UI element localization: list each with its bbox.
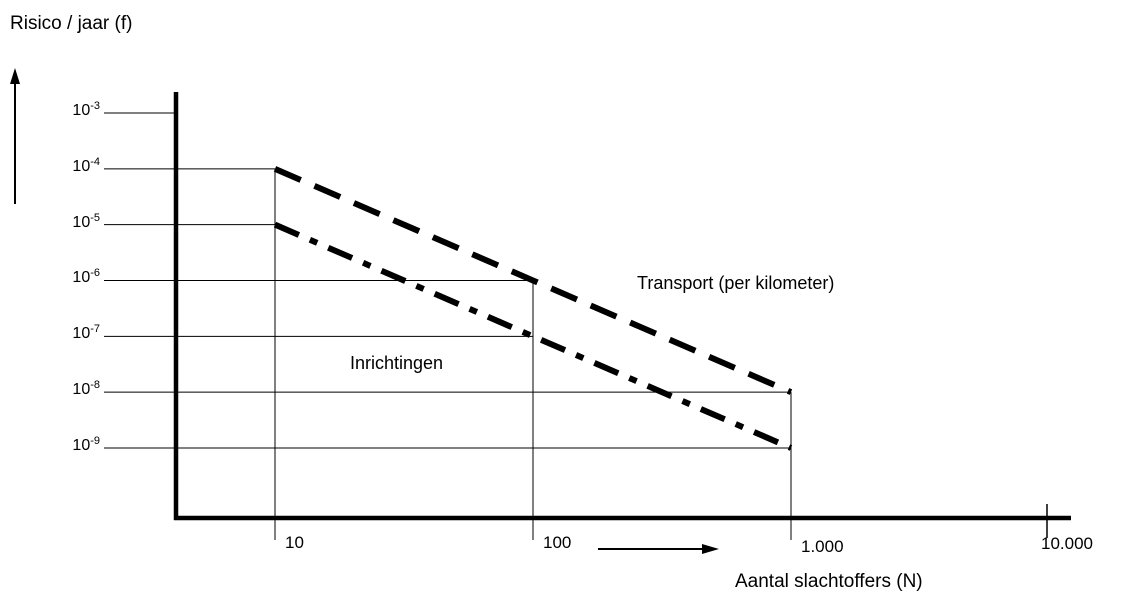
- axes: [10, 68, 1071, 554]
- y-axis-title: Risico / jaar (f): [10, 13, 133, 34]
- y-tick-label: 10-5: [72, 211, 100, 231]
- series-label: Transport (per kilometer): [637, 273, 835, 293]
- x-tick-label: 100: [543, 533, 572, 552]
- y-tick-label: 10-7: [72, 323, 100, 343]
- x-direction-arrow-head: [702, 544, 719, 554]
- y-direction-arrow-head: [10, 68, 20, 84]
- x-tick-label: 10: [285, 533, 304, 552]
- y-tick-label: 10-6: [72, 267, 100, 287]
- series-line: [273, 166, 793, 395]
- series-lines: [273, 166, 793, 451]
- y-tick-label: 10-4: [72, 155, 100, 175]
- x-tick-label: 10.000: [1041, 534, 1093, 553]
- x-tick-label: 1.000: [801, 537, 844, 556]
- series-label: Inrichtingen: [350, 353, 444, 373]
- y-tick-label: 10-3: [72, 100, 100, 119]
- x-axis-title: Aantal slachtoffers (N): [735, 571, 923, 592]
- y-tick-label: 10-8: [72, 379, 100, 399]
- series-line: [273, 221, 793, 451]
- y-tick-label: 10-9: [72, 434, 100, 454]
- guide-lines: [104, 112, 792, 540]
